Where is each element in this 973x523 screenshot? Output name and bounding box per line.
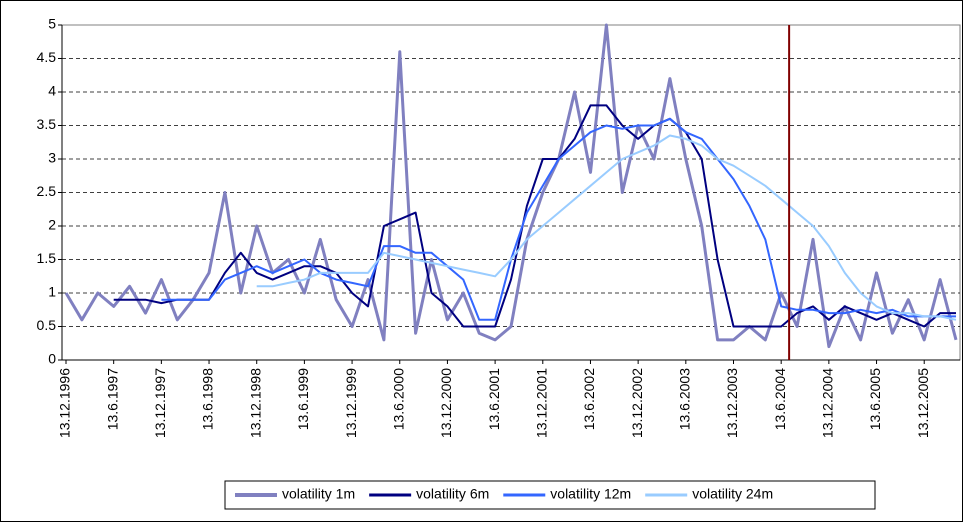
y-tick-label: 0.5: [37, 317, 57, 333]
x-tick-label: 13.12.2003: [724, 368, 740, 438]
x-tick-label: 13.12.2002: [629, 368, 645, 438]
y-tick-label: 4.5: [37, 49, 57, 65]
y-tick-label: 2: [48, 217, 56, 233]
x-tick-label: 13.6.2005: [867, 368, 883, 430]
series-line: [256, 134, 957, 321]
x-tick-label: 13.12.1996: [57, 368, 73, 438]
x-tick-label: 13.6.1998: [200, 368, 216, 430]
y-tick-label: 3.5: [37, 116, 57, 132]
y-tick-label: 2.5: [37, 183, 57, 199]
legend-label: volatility 1m: [282, 486, 355, 502]
y-tick-label: 5: [48, 16, 56, 32]
x-tick-label: 13.12.2005: [915, 368, 931, 438]
legend-box: [224, 480, 876, 510]
x-tick-label: 13.6.2003: [677, 368, 693, 430]
legend-label: volatility 12m: [550, 486, 631, 502]
x-tick-label: 13.6.1997: [104, 368, 120, 430]
x-tick-label: 13.12.2004: [820, 368, 836, 438]
series-line: [113, 104, 956, 328]
x-tick-label: 13.6.2001: [486, 368, 502, 430]
x-tick-label: 13.6.2004: [772, 368, 788, 430]
x-tick-label: 13.12.1998: [247, 368, 263, 438]
x-tick-label: 13.6.2000: [390, 368, 406, 430]
x-tick-label: 13.6.2002: [581, 368, 597, 430]
x-tick-label: 13.6.1999: [295, 368, 311, 430]
legend-label: volatility 6m: [416, 486, 489, 502]
x-tick-label: 13.12.2001: [533, 368, 549, 438]
y-tick-label: 4: [48, 83, 56, 99]
legend: volatility 1m volatility 6m volatility 12m…: [224, 480, 876, 510]
series-line: [161, 117, 956, 321]
y-tick-label: 1: [48, 284, 56, 300]
series-line: [64, 23, 958, 349]
y-tick-label: 3: [48, 150, 56, 166]
x-tick-label: 13.12.1997: [152, 368, 168, 438]
legend-label: volatility 24m: [692, 486, 773, 502]
y-tick-label: 1.5: [37, 250, 57, 266]
x-tick-label: 13.12.1999: [343, 368, 359, 438]
x-tick-label: 13.12.2000: [438, 368, 454, 438]
y-tick-label: 0: [48, 351, 56, 367]
